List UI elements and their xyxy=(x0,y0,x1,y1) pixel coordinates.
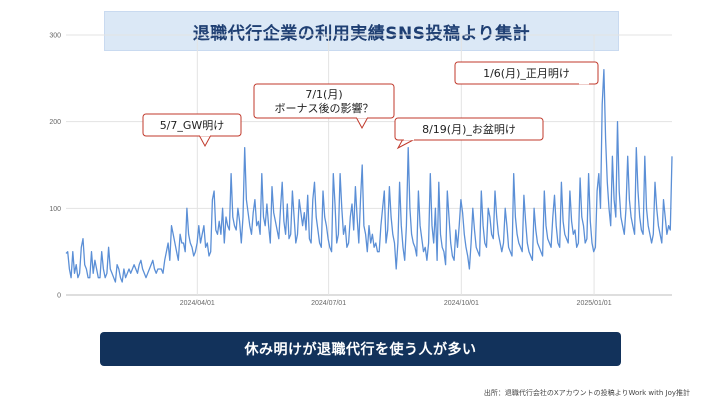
y-tick-label: 100 xyxy=(49,206,61,213)
line-chart: 0 100 200 300 2024/04/01 2024/07/01 2024/10/01… xyxy=(49,33,673,307)
x-tick-label: 2025/01/01 xyxy=(577,300,612,307)
x-tick-label: 2024/10/01 xyxy=(444,300,479,307)
source-note: 出所：退職代行会社のXアカウントの投稿よりWork with Joy推計 xyxy=(483,389,690,397)
callout-box xyxy=(142,113,242,137)
x-tick-label: 2024/07/01 xyxy=(311,300,346,307)
callout-box xyxy=(394,117,544,141)
chart-title: 退職代行企業の利用実績SNS投稿より集計 xyxy=(192,23,531,44)
callout-label: 1/6(月)_正月明け xyxy=(483,67,570,80)
callout-label: 7/1(月) xyxy=(305,88,342,101)
y-tick-label: 300 xyxy=(49,33,61,40)
callout-label: 5/7_GW明け xyxy=(160,119,225,132)
callout-tail xyxy=(355,116,369,130)
series-line xyxy=(65,69,673,283)
conclusion-text: 休み明けが退職代行を使う人が多い xyxy=(244,342,477,358)
callout-box xyxy=(454,61,599,85)
callout-tail xyxy=(198,134,212,148)
y-tick-label: 0 xyxy=(57,293,61,300)
conclusion-banner: 休み明けが退職代行を使う人が多い xyxy=(100,332,621,366)
callout-label-line2: ボーナス後の影響？ xyxy=(275,101,374,115)
chart-title-banner: 退職代行企業の利用実績SNS投稿より集計 xyxy=(104,11,619,51)
y-tick-label: 200 xyxy=(49,119,61,126)
callout-label: 8/19(月)_お盆明け xyxy=(422,122,516,136)
x-tick-label: 2024/04/01 xyxy=(180,300,215,307)
callout-box xyxy=(253,83,395,119)
